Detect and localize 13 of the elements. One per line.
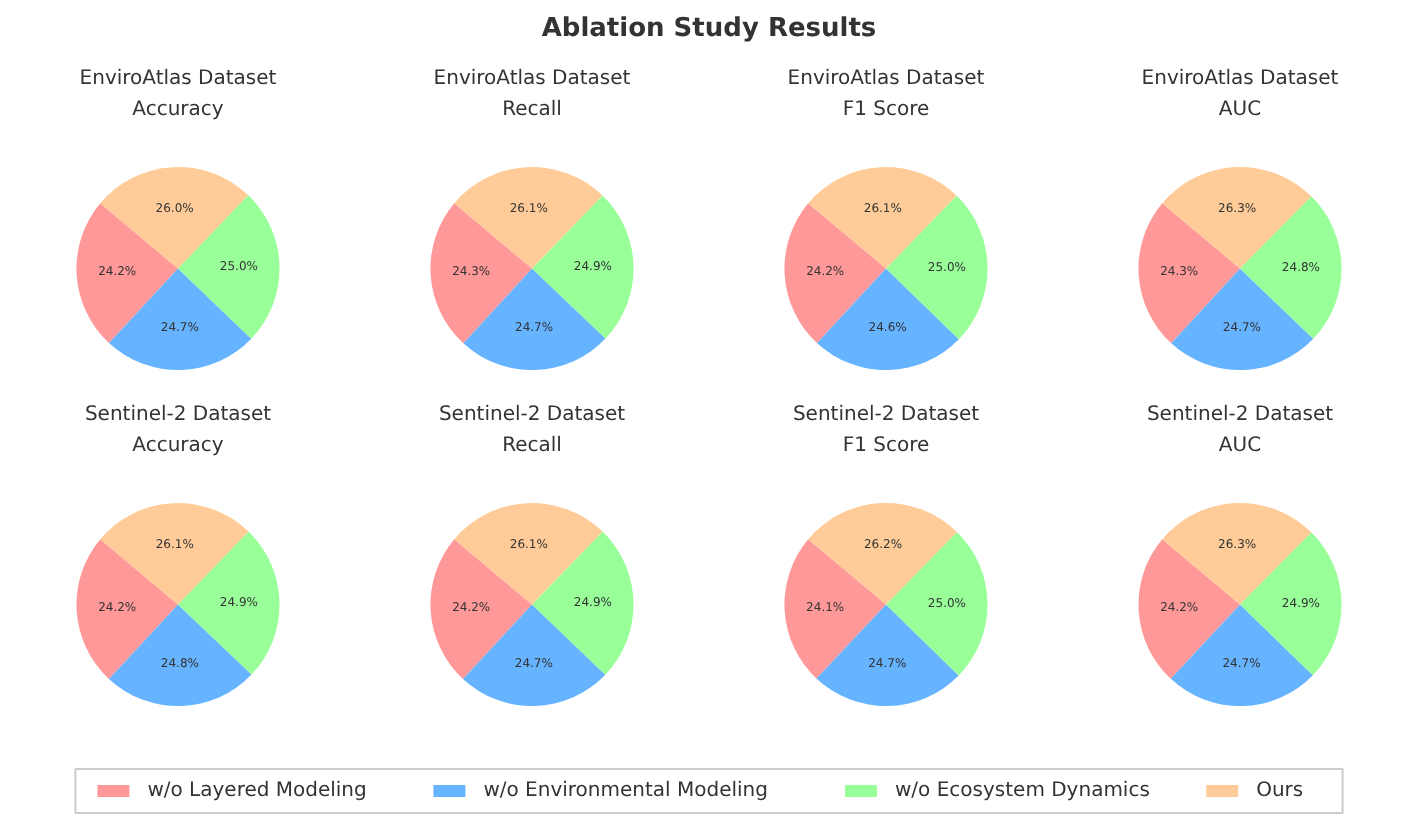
chart-title: Sentinel-2 Dataset AUC bbox=[1146, 403, 1334, 458]
legend-label: w/o Layered Modeling bbox=[147, 780, 367, 802]
chart-title: Sentinel-2 Dataset Accuracy bbox=[84, 403, 272, 458]
legend-label: w/o Environmental Modeling bbox=[483, 780, 768, 802]
chart-title: EnviroAtlas Dataset Accuracy bbox=[79, 67, 277, 122]
text: Ablation Study Results bbox=[541, 14, 877, 44]
chart-title: Sentinel-2 Dataset F1 Score bbox=[792, 403, 980, 458]
chart-title: EnviroAtlas Dataset AUC bbox=[1141, 67, 1339, 122]
legend-label: Ours bbox=[1256, 780, 1304, 802]
chart-title: EnviroAtlas Dataset F1 Score bbox=[787, 67, 985, 122]
legend-label: w/o Ecosystem Dynamics bbox=[895, 780, 1150, 802]
chart-title: Sentinel-2 Dataset Recall bbox=[438, 403, 626, 458]
chart-title: EnviroAtlas Dataset Recall bbox=[433, 67, 631, 122]
